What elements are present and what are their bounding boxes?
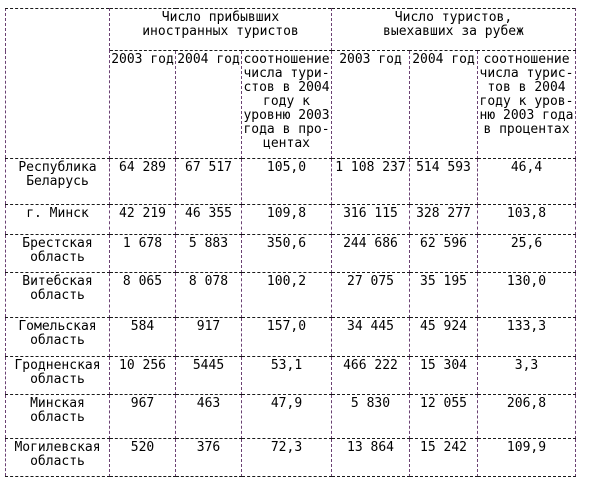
region-cell: Гомельская область	[5, 317, 110, 357]
value-cell: 46 355	[175, 204, 242, 235]
table-row-mogilev: Могилевская область 520 376 72,3 13 864 …	[5, 438, 576, 477]
table-row-minsk-region: Минская область 967 463 47,9 5 830 12 05…	[5, 394, 576, 439]
value-cell: 463	[175, 394, 242, 439]
group-header-arrivals: Число прибывших иностранных туристов	[109, 8, 332, 51]
value-cell: 5 830	[331, 394, 410, 439]
table-row-vitebsk: Витебская область 8 065 8 078 100,2 27 0…	[5, 272, 576, 318]
header-column-row: 2003 год 2004 год соотношение числа тури…	[6, 50, 576, 159]
value-cell: 12 055	[409, 394, 478, 439]
value-cell: 157,0	[241, 317, 332, 357]
value-cell: 328 277	[409, 204, 478, 235]
column-header-departures-2003: 2003 год	[331, 50, 410, 159]
value-cell: 25,6	[477, 234, 576, 273]
column-header-departures-ratio: соотношение числа турис- тов в 2004 году…	[477, 50, 576, 159]
region-cell: Витебская область	[5, 272, 110, 318]
value-cell: 584	[109, 317, 176, 357]
value-cell: 376	[175, 438, 242, 477]
value-cell: 45 924	[409, 317, 478, 357]
value-cell: 42 219	[109, 204, 176, 235]
value-cell: 206,8	[477, 394, 576, 439]
corner-cell	[5, 8, 110, 159]
region-cell: Минская область	[5, 394, 110, 439]
column-header-arrivals-ratio: соотношение числа тури- стов в 2004 году…	[241, 50, 332, 159]
value-cell: 67 517	[175, 158, 242, 205]
value-cell: 72,3	[241, 438, 332, 477]
value-cell: 3,3	[477, 356, 576, 395]
value-cell: 109,9	[477, 438, 576, 477]
column-header-departures-2004: 2004 год	[409, 50, 478, 159]
value-cell: 34 445	[331, 317, 410, 357]
value-cell: 917	[175, 317, 242, 357]
value-cell: 1 678	[109, 234, 176, 273]
column-header-arrivals-2003: 2003 год	[109, 50, 176, 159]
value-cell: 62 596	[409, 234, 478, 273]
value-cell: 520	[109, 438, 176, 477]
value-cell: 8 078	[175, 272, 242, 318]
region-cell: Могилевская область	[5, 438, 110, 477]
value-cell: 244 686	[331, 234, 410, 273]
value-cell: 13 864	[331, 438, 410, 477]
header-group-row: Число прибывших иностранных туристов Чис…	[5, 8, 576, 159]
table-row-gomel: Гомельская область 584 917 157,0 34 445 …	[5, 317, 576, 357]
region-cell: Республика Беларусь	[5, 158, 110, 205]
value-cell: 10 256	[109, 356, 176, 395]
region-cell: Гродненская область	[5, 356, 110, 395]
table-row-belarus: Республика Беларусь 64 289 67 517 105,0 …	[5, 158, 576, 205]
value-cell: 53,1	[241, 356, 332, 395]
value-cell: 8 065	[109, 272, 176, 318]
value-cell: 316 115	[331, 204, 410, 235]
value-cell: 27 075	[331, 272, 410, 318]
value-cell: 967	[109, 394, 176, 439]
value-cell: 109,8	[241, 204, 332, 235]
value-cell: 130,0	[477, 272, 576, 318]
group-header-departures: Число туристов, выехавших за рубеж	[331, 8, 576, 51]
value-cell: 47,9	[241, 394, 332, 439]
tourism-statistics-table: Число прибывших иностранных туристов Чис…	[5, 8, 576, 477]
table-row-minsk-city: г. Минск 42 219 46 355 109,8 316 115 328…	[5, 204, 576, 235]
value-cell: 35 195	[409, 272, 478, 318]
value-cell: 15 304	[409, 356, 478, 395]
value-cell: 100,2	[241, 272, 332, 318]
value-cell: 105,0	[241, 158, 332, 205]
value-cell: 64 289	[109, 158, 176, 205]
value-cell: 133,3	[477, 317, 576, 357]
region-cell: Брестская область	[5, 234, 110, 273]
column-header-arrivals-2004: 2004 год	[175, 50, 242, 159]
value-cell: 466 222	[331, 356, 410, 395]
value-cell: 5445	[175, 356, 242, 395]
value-cell: 1 108 237	[331, 158, 410, 205]
table-row-grodno: Гродненская область 10 256 5445 53,1 466…	[5, 356, 576, 395]
value-cell: 46,4	[477, 158, 576, 205]
value-cell: 103,8	[477, 204, 576, 235]
table-row-brest: Брестская область 1 678 5 883 350,6 244 …	[5, 234, 576, 273]
value-cell: 514 593	[409, 158, 478, 205]
value-cell: 15 242	[409, 438, 478, 477]
value-cell: 350,6	[241, 234, 332, 273]
value-cell: 5 883	[175, 234, 242, 273]
region-cell: г. Минск	[5, 204, 110, 235]
